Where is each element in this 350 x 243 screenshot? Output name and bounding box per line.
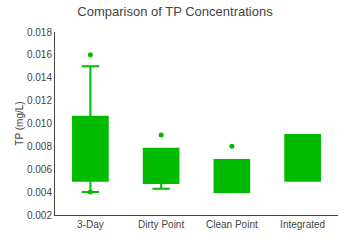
svg-text:Comparison of TP Concentration: Comparison of TP Concentrations (77, 4, 273, 19)
svg-text:0.018: 0.018 (27, 27, 52, 38)
svg-text:TP (mg/L): TP (mg/L) (14, 101, 25, 145)
svg-text:3-Day: 3-Day (77, 219, 104, 230)
svg-text:0.010: 0.010 (27, 118, 52, 129)
svg-text:0.008: 0.008 (27, 141, 52, 152)
svg-text:Clean Point: Clean Point (206, 219, 258, 230)
svg-text:Dirty Point: Dirty Point (138, 219, 184, 230)
svg-text:0.004: 0.004 (27, 187, 52, 198)
svg-text:0.016: 0.016 (27, 49, 52, 60)
svg-text:0.014: 0.014 (27, 72, 52, 83)
svg-text:0.006: 0.006 (27, 164, 52, 175)
svg-text:0.012: 0.012 (27, 95, 52, 106)
svg-text:0.002: 0.002 (27, 210, 52, 221)
svg-text:Integrated: Integrated (280, 219, 325, 230)
